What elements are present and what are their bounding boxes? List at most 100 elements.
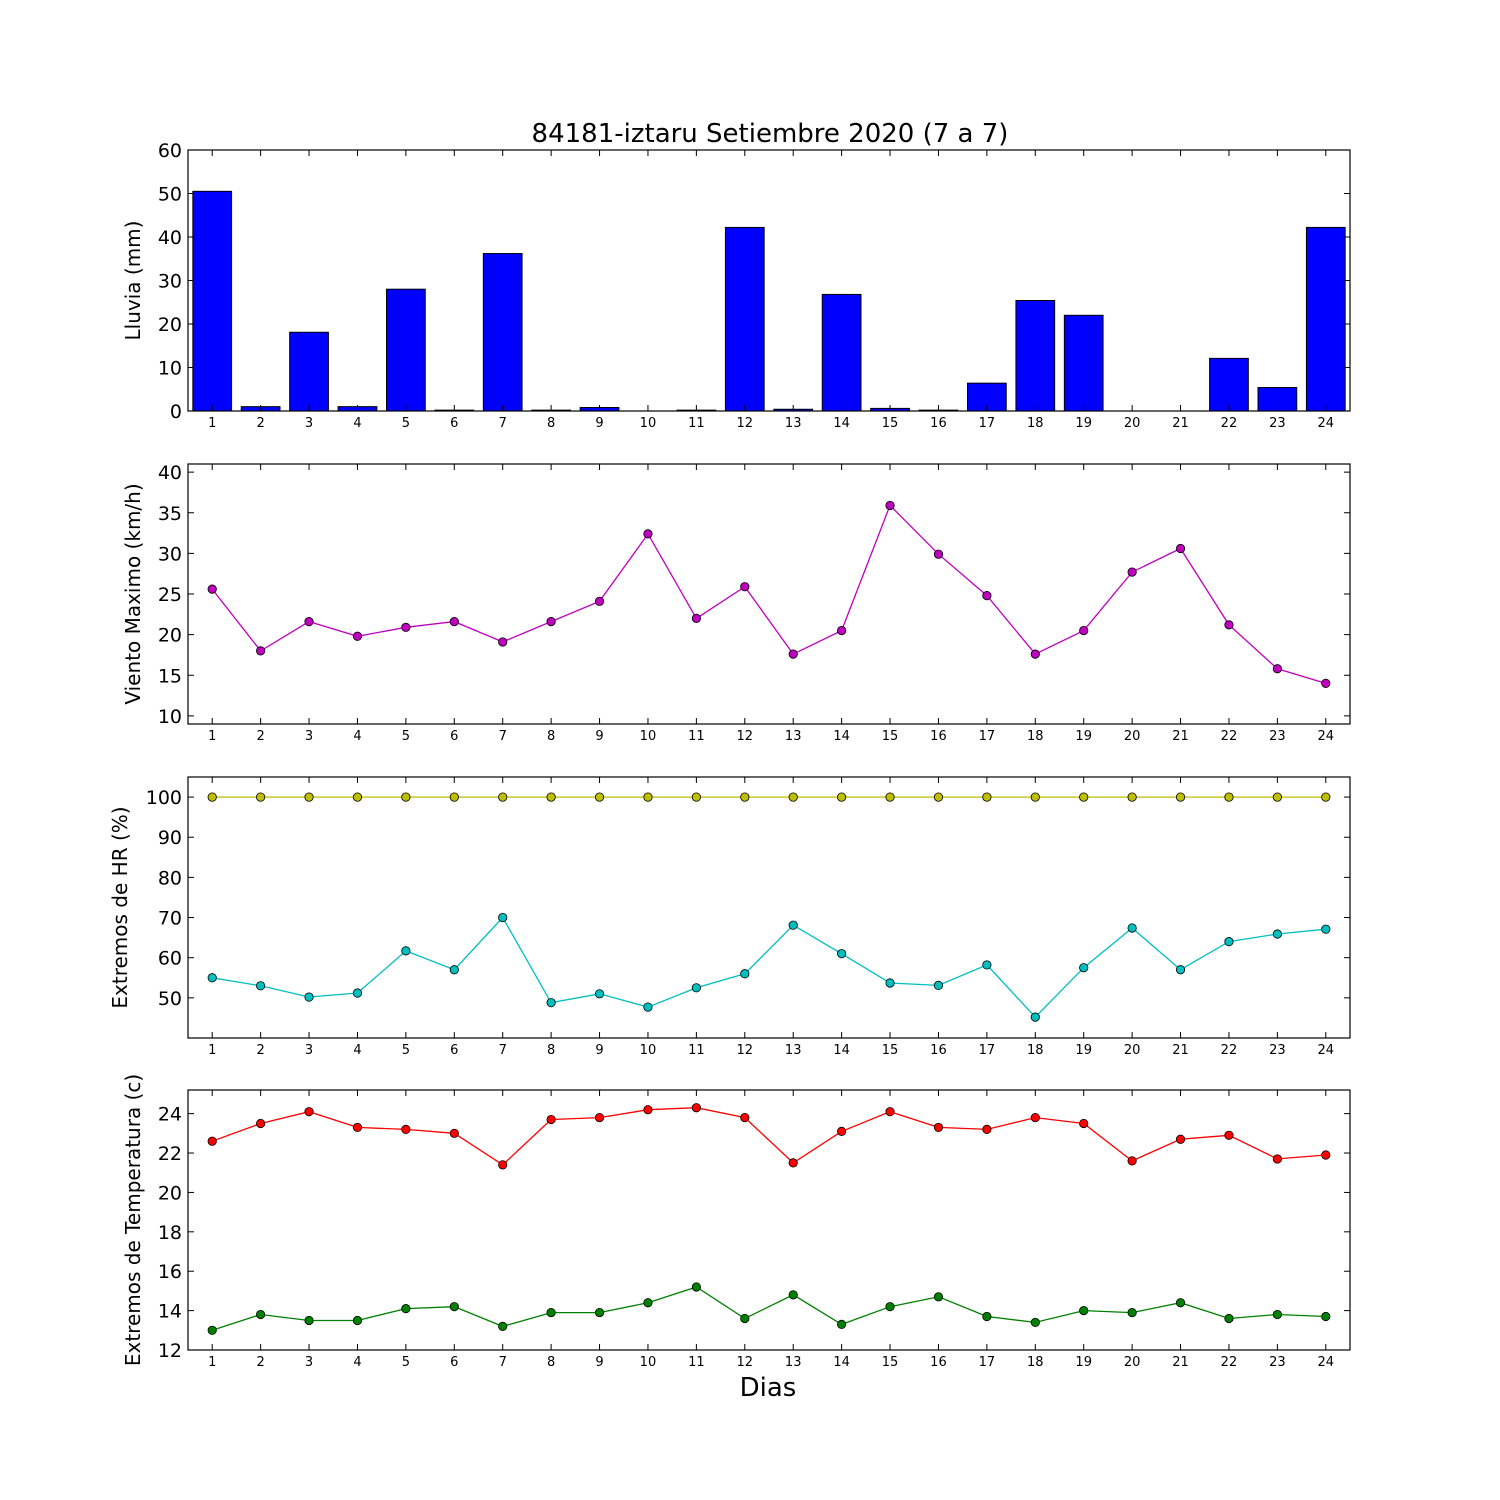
- data-point: [691, 1103, 701, 1113]
- data-point: [449, 792, 459, 802]
- data-point: [1030, 792, 1040, 802]
- x-tick-label: 6: [450, 1355, 458, 1370]
- x-tick-label: 18: [1027, 729, 1044, 744]
- y-tick-label: 70: [158, 908, 182, 930]
- data-point: [837, 949, 847, 959]
- series-line: [211, 1107, 1326, 1166]
- data-point: [691, 983, 701, 993]
- data-point: [788, 792, 798, 802]
- data-point: [691, 792, 701, 802]
- series-line: [211, 1286, 1326, 1331]
- x-tick-label: 19: [1075, 1355, 1092, 1370]
- data-point: [449, 1128, 459, 1138]
- y-tick-label: 35: [158, 503, 182, 525]
- x-tick-label: 8: [547, 1043, 555, 1058]
- x-tick-label: 3: [305, 1355, 313, 1370]
- data-point: [1030, 649, 1040, 659]
- y-tick-label: 22: [158, 1143, 182, 1165]
- data-point: [401, 1124, 411, 1134]
- x-tick-label: 13: [785, 729, 802, 744]
- y-tick-label: 25: [158, 584, 182, 606]
- x-tick-label: 20: [1124, 416, 1141, 431]
- data-point: [788, 1290, 798, 1300]
- x-tick-label: 7: [499, 1043, 507, 1058]
- data-point: [885, 978, 895, 988]
- x-tick-label: 24: [1318, 416, 1335, 431]
- data-point: [1079, 625, 1089, 636]
- data-point: [933, 1122, 944, 1133]
- data-point: [546, 1114, 556, 1125]
- y-tick-label: 20: [158, 625, 182, 647]
- data-point: [740, 1313, 750, 1324]
- x-tick-label: 23: [1269, 1355, 1286, 1370]
- x-tick-label: 18: [1027, 416, 1044, 431]
- x-tick-label: 15: [882, 1355, 899, 1370]
- y-tick-label: 18: [158, 1222, 182, 1244]
- x-tick-label: 6: [450, 416, 458, 431]
- data-point: [401, 792, 411, 802]
- data-point: [449, 1302, 459, 1312]
- data-point: [1224, 620, 1234, 630]
- x-tick-label: 2: [256, 729, 264, 744]
- data-point: [449, 965, 459, 975]
- y-tick-label: 0: [170, 401, 182, 423]
- x-tick-label: 12: [737, 1355, 754, 1370]
- data-point: [691, 1282, 701, 1292]
- plot-frame: [187, 1089, 1351, 1351]
- bar: [192, 190, 233, 412]
- x-tick-label: 16: [930, 729, 947, 744]
- data-point: [1030, 1317, 1040, 1328]
- x-tick-label: 21: [1172, 1355, 1189, 1370]
- x-tick-label: 17: [979, 1043, 996, 1058]
- data-point: [1127, 923, 1137, 933]
- bar: [482, 253, 523, 412]
- x-tick-label: 8: [547, 416, 555, 431]
- x-tick-label: 23: [1269, 416, 1286, 431]
- data-point: [1272, 1154, 1282, 1164]
- x-tick-label: 10: [640, 1043, 657, 1058]
- x-tick-label: 17: [979, 729, 996, 744]
- x-tick-label: 21: [1172, 1043, 1189, 1058]
- data-point: [1321, 924, 1331, 934]
- y-tick-label: 80: [158, 867, 182, 889]
- data-point: [982, 792, 992, 802]
- x-tick-label: 10: [640, 416, 657, 431]
- x-tick-label: 20: [1124, 1355, 1141, 1370]
- x-tick-label: 12: [737, 1043, 754, 1058]
- x-tick-label: 5: [402, 416, 410, 431]
- x-tick-label: 19: [1075, 416, 1092, 431]
- data-point: [1224, 937, 1234, 947]
- x-tick-label: 2: [256, 1043, 264, 1058]
- x-tick-label: 18: [1027, 1043, 1044, 1058]
- data-point: [1175, 1298, 1186, 1308]
- data-point: [1127, 1156, 1137, 1166]
- data-point: [401, 946, 411, 956]
- data-point: [1127, 1307, 1137, 1318]
- data-point: [837, 792, 847, 802]
- x-axis-label: Dias: [740, 1373, 797, 1403]
- x-tick-label: 8: [547, 1355, 555, 1370]
- data-point: [304, 992, 314, 1002]
- data-point: [1224, 792, 1234, 802]
- x-tick-label: 16: [930, 1355, 947, 1370]
- data-point: [837, 1126, 847, 1136]
- data-point: [982, 960, 992, 970]
- x-tick-label: 5: [402, 729, 410, 744]
- plot-frame: [187, 776, 1351, 1039]
- data-point: [256, 981, 266, 991]
- data-point: [933, 549, 944, 559]
- data-point: [1272, 1309, 1282, 1320]
- x-tick-label: 3: [305, 729, 313, 744]
- plot-frame: [187, 463, 1351, 725]
- data-point: [933, 1292, 944, 1302]
- bar: [386, 288, 426, 412]
- x-tick-label: 17: [979, 1355, 996, 1370]
- data-point: [933, 792, 944, 802]
- data-point: [594, 792, 605, 802]
- x-tick-label: 9: [595, 1043, 603, 1058]
- y-axis-label: Extremos de Temperatura (c): [121, 1074, 145, 1366]
- y-tick-label: 20: [158, 314, 182, 336]
- x-tick-label: 19: [1075, 729, 1092, 744]
